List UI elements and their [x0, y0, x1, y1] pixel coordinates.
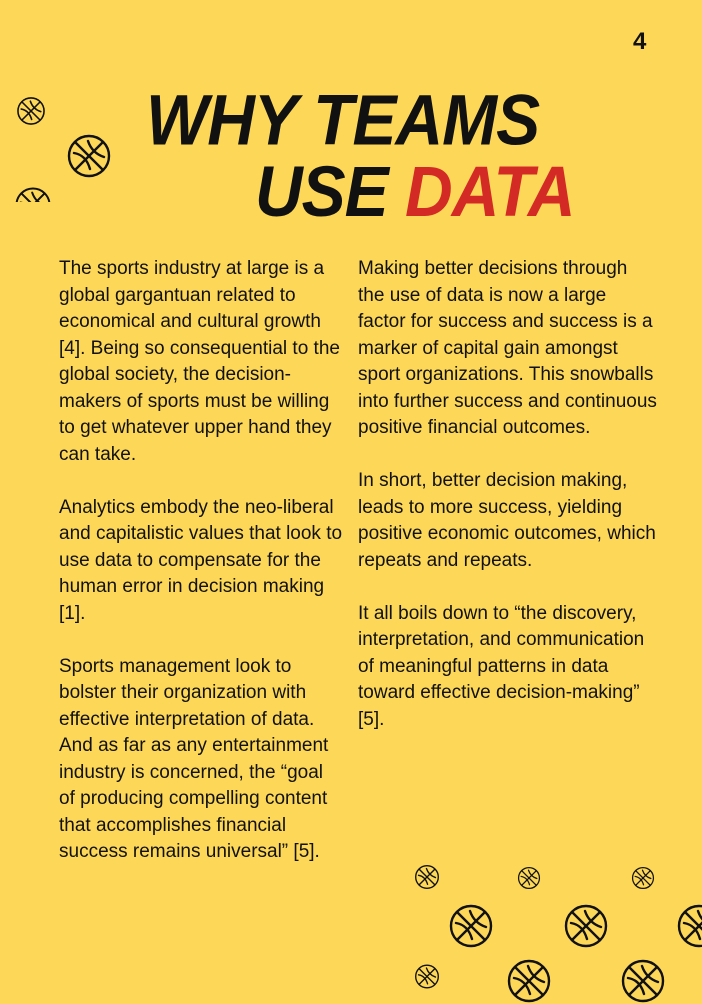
basketball-icon [620, 866, 666, 890]
page-number: 4 [633, 28, 647, 55]
left-column: The sports industry at large is a global… [59, 256, 344, 892]
basketball-icon [620, 958, 666, 1004]
right-paragraph-1: Making better decisions through the use … [358, 258, 657, 438]
title-line-2-prefix: USE [255, 150, 406, 231]
left-paragraph-2: Analytics embody the neo-liberal and cap… [59, 496, 343, 624]
basketball-icon [676, 903, 702, 949]
basketball-icon [414, 960, 440, 993]
basketball-icon [8, 96, 54, 126]
basketball-icon [506, 958, 552, 1004]
basketball-icon [66, 133, 112, 179]
right-paragraph-3: It all boils down to “the discovery, int… [358, 602, 645, 730]
right-paragraph-2: In short, better decision making, leads … [358, 470, 656, 571]
basketball-icon [414, 864, 440, 890]
left-paragraph-1: The sports industry at large is a global… [59, 258, 340, 465]
basketball-icon [14, 186, 52, 202]
basketball-icon [506, 866, 552, 890]
basketball-icon [448, 903, 494, 949]
title-line-1: WHY TEAMS [146, 79, 540, 160]
left-paragraph-3: Sports management look to bolster their … [59, 655, 329, 863]
right-column: Making better decisions through the use … [358, 256, 658, 760]
basketball-icon [563, 903, 609, 949]
title-line-2: USE DATA [255, 155, 576, 226]
title-accent-word: DATA [405, 150, 576, 231]
